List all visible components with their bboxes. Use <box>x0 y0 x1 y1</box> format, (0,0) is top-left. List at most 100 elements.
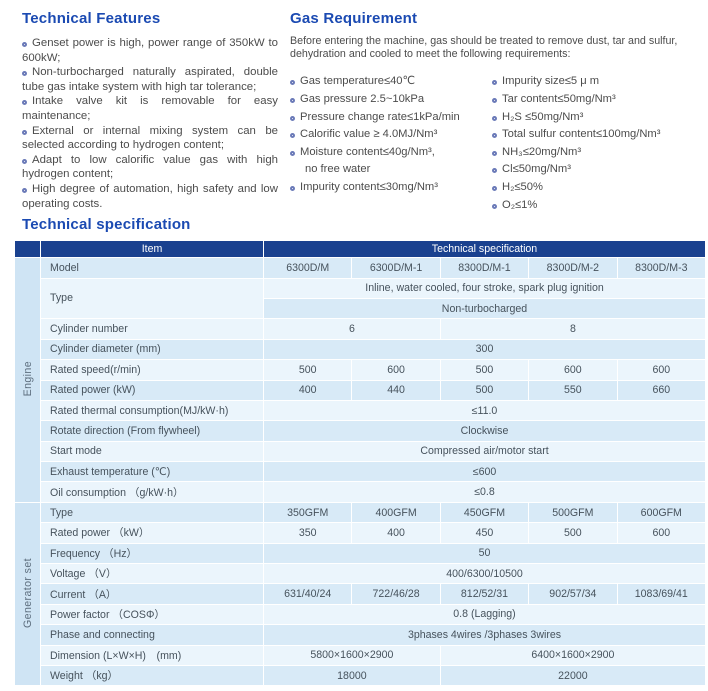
table-row: Cylinder diameter (mm) 300 <box>15 339 705 360</box>
spec-value-cell: 500GFM <box>529 502 617 523</box>
table-header-row: Item Technical specification <box>15 241 705 258</box>
table-row: Rotate direction (From flywheel) Clockwis… <box>15 421 705 441</box>
spec-value-cell: Compressed air/motor start <box>264 441 705 462</box>
table-row: Generator set Type 350GFM 400GFM 450GFM 500GF… <box>15 502 705 686</box>
technical-features-list: Genset power is high, power range of 350… <box>22 36 278 211</box>
gas-requirement-columns: Gas temperature≤40℃ Gas pressure 2.5~10kP… <box>290 73 702 214</box>
spec-value-cell: ≤600 <box>264 462 705 482</box>
gas-requirement-item: Pressure change rate≤1kPa/min <box>290 109 492 127</box>
spec-value-cell: 8300D/M-2 <box>529 258 617 278</box>
spec-value-cell: 18000 <box>264 665 440 686</box>
spec-item-label: Model <box>41 258 263 278</box>
table-row: Dimension (L×W×H) (mm) 5800×1600×2900 6400… <box>15 645 705 665</box>
spec-value-cell: 500 <box>264 360 352 380</box>
gas-requirement-item-text: Moisture content≤40g/Nm³, <box>300 145 435 158</box>
spec-item-label: Weight （kg） <box>41 665 263 686</box>
technical-feature-item: Adapt to low calorific value gas with hi… <box>22 153 278 182</box>
spec-value-cell: 722/46/28 <box>352 584 440 604</box>
spec-value-cell: 8 <box>440 319 705 339</box>
spec-value-cell: 450GFM <box>440 502 529 523</box>
gas-requirement-item: O₂≤1% <box>492 197 702 215</box>
technical-feature-item: Intake valve kit is removable for easy m… <box>22 94 278 123</box>
bullet-ring-icon <box>492 80 497 86</box>
bullet-ring-icon <box>22 42 27 47</box>
bullet-ring-icon <box>492 150 497 156</box>
item-column-header: Item <box>41 241 263 258</box>
technical-feature-item-text: Non-turbocharged naturally aspirated, do… <box>22 66 278 93</box>
table-row: Frequency （Hz） 50 <box>15 543 705 564</box>
table-row: Current （A） 631/40/24 722/46/28 812/52/31 90… <box>15 584 705 604</box>
spec-value-cell: 631/40/24 <box>264 584 352 604</box>
table-row: Rated power （kW） 350 400 450 500 600 <box>15 523 705 543</box>
spec-item-label: Type <box>41 502 263 523</box>
table-row: Oil consumption （g/kW·h） ≤0.8 <box>15 482 705 502</box>
technical-features-title: Technical Features <box>22 10 161 27</box>
bullet-ring-icon <box>22 158 27 164</box>
spec-item-label: Dimension (L×W×H) (mm) <box>41 645 263 665</box>
spec-value-cell: 5800×1600×2900 <box>264 645 440 665</box>
spec-value-cell: 600 <box>352 360 440 380</box>
spec-item-label: Rated power (kW) <box>41 380 263 400</box>
table-row: Power factor （COSΦ） 0.8 (Lagging) <box>15 604 705 625</box>
gas-requirement-item: Tar content≤50mg/Nm³ <box>492 91 702 109</box>
spec-value-cell: 550 <box>529 380 617 400</box>
gas-requirements-right-column: Impurity size≤5 μ m Tar content≤50mg/Nm³ H… <box>492 73 702 214</box>
table-row: Rated power (kW) 400 440 500 550 660 <box>15 380 705 400</box>
technical-feature-item: External or internal mixing system can b… <box>22 124 278 153</box>
spec-item-label: Exhaust temperature (℃) <box>41 462 263 482</box>
gas-requirement-item: NH₃≤20mg/Nm³ <box>492 144 702 162</box>
spec-value-cell: 440 <box>352 380 440 400</box>
gas-requirement-item-text: Gas temperature≤40℃ <box>300 75 416 88</box>
spec-item-label: Start mode <box>41 441 263 462</box>
spec-item-label: Power factor （COSΦ） <box>41 604 263 625</box>
spec-value-cell: 6400×1600×2900 <box>440 645 705 665</box>
spec-item-label: Cylinder diameter (mm) <box>41 339 263 360</box>
gas-requirement-item: Impurity size≤5 μ m <box>492 73 702 91</box>
gas-requirement-item: H₂≤50% <box>492 179 702 197</box>
spec-value-cell: 6 <box>264 319 440 339</box>
gas-requirement-item-text: Tar content≤50mg/Nm³ <box>502 93 616 105</box>
spec-value-cell: Clockwise <box>264 421 705 441</box>
spec-item-label: Frequency （Hz） <box>41 543 263 564</box>
bullet-ring-icon <box>492 185 497 191</box>
gas-requirement-item: Gas temperature≤40℃ <box>290 73 492 91</box>
technical-feature-item: High degree of automation, high safety a… <box>22 182 278 211</box>
spec-value-cell: 0.8 (Lagging) <box>264 604 705 625</box>
spec-value-cell: 3phases 4wires /3phases 3wires <box>264 625 705 645</box>
spec-item-label: Type <box>41 278 263 319</box>
gas-requirement-item-text: Impurity content≤30mg/Nm³ <box>300 180 438 193</box>
table-row: Type Inline, water cooled, four stroke, s… <box>15 278 705 319</box>
gas-requirements-left-column: Gas temperature≤40℃ Gas pressure 2.5~10kP… <box>290 73 492 214</box>
table-row: Voltage （V） 400/6300/10500 <box>15 564 705 584</box>
spec-value-cell: 6300D/M-1 <box>352 258 440 278</box>
bullet-ring-icon <box>492 168 497 174</box>
spec-value-cell: 400 <box>264 380 352 400</box>
bullet-ring-icon <box>290 98 295 103</box>
spec-value-cell: 812/52/31 <box>440 584 529 604</box>
spec-item-label: Current （A） <box>41 584 263 604</box>
spec-value-cell: 450 <box>440 523 529 543</box>
spec-value-cell: 400GFM <box>352 502 440 523</box>
table-row: Non-turbocharged <box>15 298 705 319</box>
gas-requirement-item-text: Impurity size≤5 μ m <box>502 75 600 88</box>
gas-requirement-item: Total sulfur content≤100mg/Nm³ <box>492 126 702 144</box>
gas-requirement-item-text: Gas pressure 2.5~10kPa <box>300 93 425 105</box>
spec-value-cell: 600 <box>617 360 705 380</box>
gas-requirement-item-note: no free water <box>305 163 371 176</box>
gas-requirement-item-text: Total sulfur content≤100mg/Nm³ <box>502 128 661 141</box>
bullet-ring-icon <box>492 115 497 121</box>
bullet-ring-icon <box>290 80 295 86</box>
gas-requirement-item-text: O₂≤1% <box>502 198 538 211</box>
spec-value-cell: 500 <box>529 523 617 543</box>
spec-item-label: Rated power （kW） <box>41 523 263 543</box>
spec-value-cell: 400/6300/10500 <box>264 564 705 584</box>
spec-value-cell: Non-turbocharged <box>264 298 705 319</box>
technical-feature-item-text: External or internal mixing system can b… <box>22 124 278 152</box>
table-row: Rated thermal consumption(MJ/kW·h) ≤11.0 <box>15 400 705 421</box>
bullet-ring-icon <box>22 129 27 135</box>
technical-feature-item: Genset power is high, power range of 350… <box>22 36 278 65</box>
spec-value-cell: 1083/69/41 <box>617 584 705 604</box>
spec-value-cell: 350 <box>264 523 352 543</box>
gas-requirement-item-text: Cl≤50mg/Nm³ <box>502 163 571 176</box>
gas-requirement-item: Moisture content≤40g/Nm³, <box>290 144 492 162</box>
